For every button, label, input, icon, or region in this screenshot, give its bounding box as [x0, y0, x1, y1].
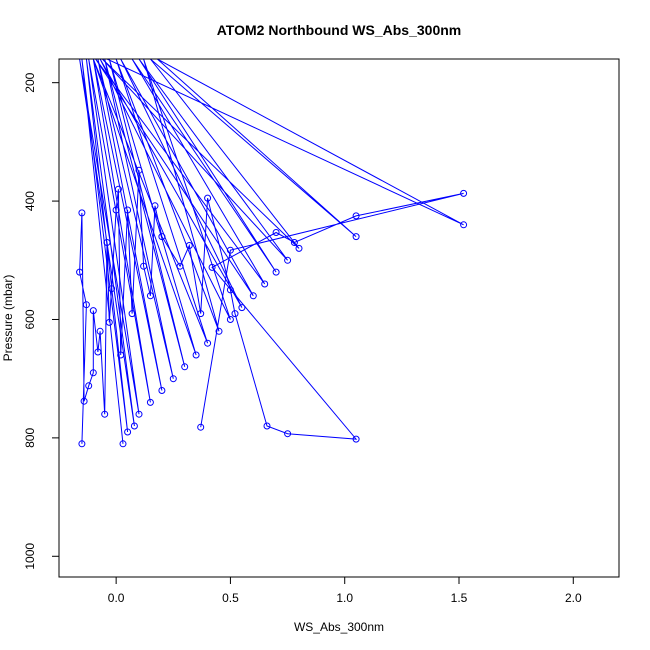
data-point [146, 398, 154, 406]
data-point [103, 239, 111, 246]
data-point [352, 435, 360, 443]
y-axis-label: Pressure (mbar) [1, 275, 15, 362]
data-point [231, 310, 239, 318]
data-point [89, 307, 97, 315]
data-point [208, 263, 216, 271]
data-point [105, 318, 113, 326]
data-point [352, 233, 360, 241]
data-point [204, 339, 212, 347]
data-point [158, 387, 166, 394]
data-point [112, 206, 120, 214]
data-point [261, 280, 269, 288]
data-point [94, 348, 102, 356]
data-point [272, 268, 280, 276]
data-point [119, 440, 127, 448]
data-point [78, 209, 86, 217]
data-point [169, 375, 177, 383]
data-point [295, 244, 303, 252]
x-tick-label: 1.5 [451, 591, 468, 605]
y-tick-label: 1000 [23, 543, 37, 570]
data-point [78, 440, 86, 448]
data-point [197, 423, 205, 431]
series-layer [76, 59, 468, 448]
data-point [176, 262, 184, 270]
data-point [238, 304, 246, 312]
x-tick-label: 0.0 [108, 591, 125, 605]
data-point [158, 233, 166, 241]
chart-title: ATOM2 Northbound WS_Abs_300nm [217, 22, 462, 38]
data-point [135, 166, 143, 174]
x-axis-label: WS_Abs_300nm [294, 620, 384, 634]
data-point [460, 189, 468, 197]
plot-frame [58, 58, 620, 578]
series-line-2 [79, 170, 464, 444]
data-point [226, 286, 234, 294]
axes-layer: 0.0 0.5 1.0 1.5 2.0 200 400 600 800 1000 [23, 58, 620, 605]
data-point [226, 316, 234, 323]
data-point [215, 327, 223, 335]
data-point [117, 351, 125, 359]
data-point [272, 229, 280, 236]
x-tick-label: 2.0 [565, 591, 582, 605]
data-point [290, 239, 298, 246]
data-point [263, 422, 271, 430]
data-point [140, 262, 148, 270]
data-point [135, 410, 143, 418]
series-line-1 [79, 59, 464, 444]
data-point [249, 292, 257, 300]
y-tick-label: 400 [23, 191, 37, 211]
y-tick-label: 200 [23, 72, 37, 92]
data-point [284, 430, 292, 438]
data-point [226, 246, 234, 254]
data-point [80, 397, 88, 405]
data-point [185, 242, 193, 249]
data-point [76, 268, 84, 276]
data-point [89, 369, 97, 377]
data-point [284, 256, 292, 264]
data-point [101, 410, 109, 418]
data-point [181, 363, 189, 371]
data-point [352, 212, 360, 220]
data-point [124, 206, 132, 214]
y-tick-label: 800 [23, 428, 37, 448]
data-point [130, 422, 138, 430]
data-point [128, 310, 136, 318]
data-point [108, 285, 116, 293]
data-point [96, 327, 104, 335]
x-tick-label: 0.5 [222, 591, 239, 605]
data-point [146, 292, 154, 300]
data-point [460, 221, 468, 229]
data-point [204, 194, 212, 202]
data-point [114, 185, 122, 193]
data-point [82, 301, 90, 309]
x-tick-label: 1.0 [336, 591, 353, 605]
data-point [151, 202, 159, 210]
y-tick-label: 600 [23, 309, 37, 329]
data-point [85, 382, 93, 390]
data-point [192, 351, 200, 359]
data-point [197, 310, 205, 318]
data-point [124, 428, 132, 436]
